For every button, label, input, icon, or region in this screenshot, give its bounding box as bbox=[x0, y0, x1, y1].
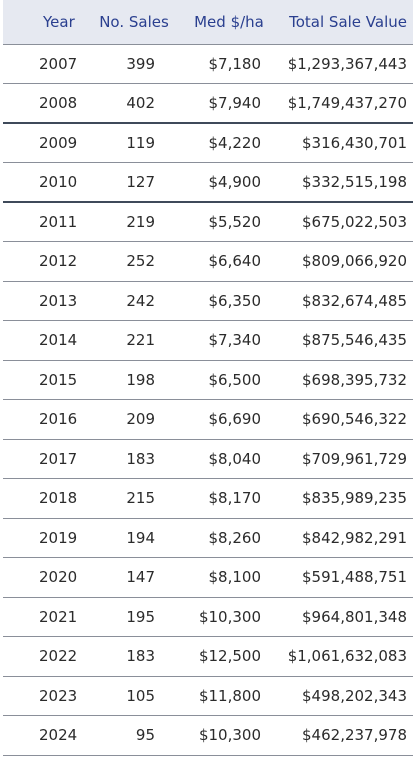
table-row: 2013 242 $6,350 $832,674,485 bbox=[3, 281, 413, 321]
cell-no-sales: 195 bbox=[126, 607, 155, 626]
cell-no-sales: 399 bbox=[126, 54, 155, 73]
cell-median-per-ha: $10,300 bbox=[198, 726, 261, 745]
table-row: 2021 195 $10,300 $964,801,348 bbox=[3, 597, 413, 637]
cell-year: 2014 bbox=[39, 331, 78, 350]
cell-no-sales: 209 bbox=[126, 410, 155, 429]
table-row: 2023 105 $11,800 $498,202,343 bbox=[3, 676, 413, 716]
cell-no-sales: 147 bbox=[126, 568, 155, 587]
cell-total-sale-value: $698,395,732 bbox=[302, 370, 407, 389]
sales-table-container: Year No. Sales Med $/ha Total Sale Value… bbox=[3, 0, 413, 756]
cell-year: 2012 bbox=[39, 252, 78, 271]
table-row: 2014 221 $7,340 $875,546,435 bbox=[3, 320, 413, 361]
cell-median-per-ha: $10,300 bbox=[198, 607, 261, 626]
table-row: 2015 198 $6,500 $698,395,732 bbox=[3, 360, 413, 400]
cell-year: 2019 bbox=[39, 528, 78, 547]
cell-no-sales: 105 bbox=[126, 686, 155, 705]
cell-median-per-ha: $8,100 bbox=[208, 568, 262, 587]
cell-median-per-ha: $8,170 bbox=[208, 489, 262, 508]
cell-no-sales: 183 bbox=[126, 449, 155, 468]
table-body: 2007 399 $7,180 $1,293,367,443 2008 402 $7,940… bbox=[3, 44, 413, 755]
cell-no-sales: 219 bbox=[126, 213, 155, 231]
cell-year: 2016 bbox=[39, 410, 78, 429]
table-row: 2012 252 $6,640 $809,066,920 bbox=[3, 241, 413, 282]
table-row: 2018 215 $8,170 $835,989,235 bbox=[3, 478, 413, 519]
table-row: 2007 399 $7,180 $1,293,367,443 bbox=[3, 44, 413, 84]
table-header-row: Year No. Sales Med $/ha Total Sale Value bbox=[3, 0, 413, 44]
cell-year: 2020 bbox=[39, 568, 78, 587]
cell-median-per-ha: $6,690 bbox=[208, 410, 262, 429]
header-year: Year bbox=[43, 12, 75, 31]
land-sales-table: Year No. Sales Med $/ha Total Sale Value… bbox=[3, 0, 413, 756]
cell-total-sale-value: $964,801,348 bbox=[302, 607, 407, 626]
cell-median-per-ha: $12,500 bbox=[198, 647, 261, 666]
cell-no-sales: 194 bbox=[126, 528, 155, 547]
cell-year: 2022 bbox=[39, 647, 78, 666]
cell-total-sale-value: $832,674,485 bbox=[302, 291, 407, 310]
cell-total-sale-value: $316,430,701 bbox=[302, 134, 407, 152]
cell-total-sale-value: $709,961,729 bbox=[302, 449, 407, 468]
cell-median-per-ha: $8,260 bbox=[208, 528, 262, 547]
table-row: 2016 209 $6,690 $690,546,322 bbox=[3, 399, 413, 440]
cell-total-sale-value: $835,989,235 bbox=[302, 489, 407, 508]
cell-total-sale-value: $675,022,503 bbox=[302, 213, 407, 231]
cell-total-sale-value: $1,749,437,270 bbox=[287, 94, 407, 112]
table-row: 2020 147 $8,100 $591,488,751 bbox=[3, 557, 413, 598]
cell-no-sales: 252 bbox=[126, 252, 155, 271]
cell-total-sale-value: $498,202,343 bbox=[302, 686, 407, 705]
cell-year: 2015 bbox=[39, 370, 78, 389]
cell-year: 2021 bbox=[39, 607, 78, 626]
cell-year: 2009 bbox=[39, 134, 78, 152]
table-row: 2024 95 $10,300 $462,237,978 bbox=[3, 715, 413, 755]
cell-median-per-ha: $8,040 bbox=[208, 449, 262, 468]
cell-total-sale-value: $809,066,920 bbox=[302, 252, 407, 271]
cell-median-per-ha: $4,900 bbox=[208, 173, 262, 191]
cell-year: 2018 bbox=[39, 489, 78, 508]
cell-total-sale-value: $1,293,367,443 bbox=[287, 54, 407, 73]
cell-median-per-ha: $6,640 bbox=[208, 252, 262, 271]
table-row: 2019 194 $8,260 $842,982,291 bbox=[3, 518, 413, 558]
cell-median-per-ha: $5,520 bbox=[208, 213, 262, 231]
table-row: 2017 183 $8,040 $709,961,729 bbox=[3, 439, 413, 479]
cell-year: 2023 bbox=[39, 686, 78, 705]
cell-year: 2024 bbox=[39, 726, 78, 745]
cell-median-per-ha: $6,350 bbox=[208, 291, 262, 310]
header-no-sales: No. Sales bbox=[99, 12, 169, 31]
cell-no-sales: 119 bbox=[126, 134, 155, 152]
cell-year: 2013 bbox=[39, 291, 78, 310]
cell-no-sales: 183 bbox=[126, 647, 155, 666]
cell-year: 2007 bbox=[39, 54, 78, 73]
cell-median-per-ha: $7,180 bbox=[208, 54, 262, 73]
cell-year: 2011 bbox=[39, 213, 78, 231]
cell-no-sales: 215 bbox=[126, 489, 155, 508]
cell-year: 2008 bbox=[39, 94, 78, 112]
cell-no-sales: 95 bbox=[135, 726, 155, 745]
cell-no-sales: 221 bbox=[126, 331, 155, 350]
cell-total-sale-value: $842,982,291 bbox=[302, 528, 407, 547]
cell-no-sales: 198 bbox=[126, 370, 155, 389]
cell-total-sale-value: $591,488,751 bbox=[302, 568, 407, 587]
table-row: 2009 119 $4,220 $316,430,701 bbox=[3, 123, 413, 163]
table-row: 2008 402 $7,940 $1,749,437,270 bbox=[3, 83, 413, 124]
header-total-sale-value: Total Sale Value bbox=[289, 12, 407, 31]
cell-total-sale-value: $332,515,198 bbox=[302, 173, 407, 191]
table-row: 2011 219 $5,520 $675,022,503 bbox=[3, 202, 413, 242]
cell-no-sales: 242 bbox=[126, 291, 155, 310]
cell-median-per-ha: $7,940 bbox=[208, 94, 262, 112]
cell-year: 2017 bbox=[39, 449, 78, 468]
cell-total-sale-value: $875,546,435 bbox=[302, 331, 407, 350]
cell-total-sale-value: $1,061,632,083 bbox=[287, 647, 407, 666]
cell-no-sales: 127 bbox=[126, 173, 155, 191]
cell-year: 2010 bbox=[39, 173, 78, 191]
table-row: 2022 183 $12,500 $1,061,632,083 bbox=[3, 636, 413, 677]
cell-median-per-ha: $11,800 bbox=[198, 686, 261, 705]
cell-median-per-ha: $7,340 bbox=[208, 331, 262, 350]
table-row: 2010 127 $4,900 $332,515,198 bbox=[3, 162, 413, 203]
cell-total-sale-value: $690,546,322 bbox=[302, 410, 407, 429]
cell-median-per-ha: $6,500 bbox=[208, 370, 262, 389]
cell-median-per-ha: $4,220 bbox=[208, 134, 262, 152]
header-median-per-ha: Med $/ha bbox=[194, 12, 264, 31]
cell-total-sale-value: $462,237,978 bbox=[302, 726, 407, 745]
cell-no-sales: 402 bbox=[126, 94, 155, 112]
